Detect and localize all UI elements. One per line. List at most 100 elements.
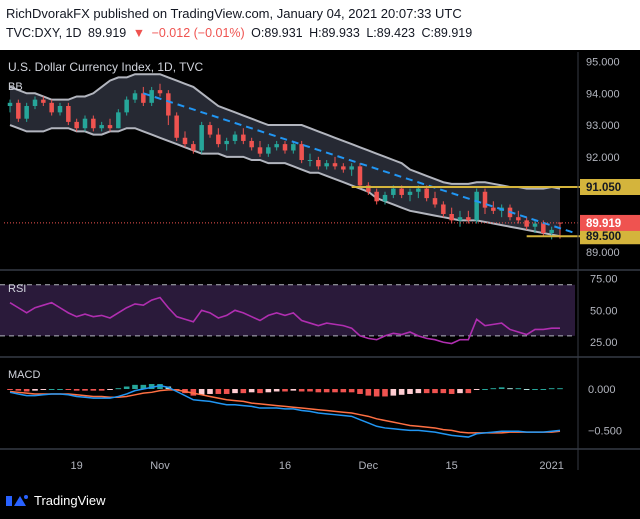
time-axis-label: 16 [279, 460, 291, 472]
candle-body[interactable] [57, 106, 63, 113]
candle-body[interactable] [274, 144, 279, 148]
candle-body[interactable] [441, 204, 446, 214]
candle-body[interactable] [282, 144, 288, 151]
candle-body[interactable] [357, 166, 363, 186]
close-value: C:89.919 [421, 26, 473, 40]
macd-histogram-bar [532, 389, 538, 390]
trendline[interactable] [143, 92, 576, 235]
candle-body[interactable] [291, 144, 296, 151]
macd-histogram-bar [40, 389, 47, 390]
macd-histogram-bar [140, 384, 147, 389]
tradingview-logo-icon [6, 495, 28, 506]
candle-body[interactable] [399, 188, 404, 195]
price-axis-label: 93.000 [586, 120, 620, 132]
candle-body[interactable] [7, 102, 13, 106]
candle-body[interactable] [374, 191, 379, 202]
candle-body[interactable] [299, 144, 304, 160]
rsi-line[interactable] [9, 296, 560, 345]
candle-body[interactable] [324, 163, 329, 167]
candle-body[interactable] [41, 99, 46, 103]
candle-body[interactable] [266, 147, 271, 154]
macd-histogram-bar [290, 389, 297, 391]
candle-body[interactable] [316, 160, 321, 167]
candle-body[interactable] [449, 214, 454, 221]
macd-histogram-bar [190, 389, 197, 396]
rsi-indicator-label[interactable]: RSI [8, 283, 26, 295]
candle-body[interactable] [391, 188, 396, 195]
candle-body[interactable] [132, 93, 138, 100]
macd-axis-label: 0.000 [588, 384, 616, 396]
macd-signal-line[interactable] [9, 389, 561, 434]
macd-line[interactable] [9, 384, 561, 438]
candle-body[interactable] [524, 220, 529, 227]
candle-body[interactable] [482, 191, 488, 208]
candle-body[interactable] [166, 93, 171, 116]
macd-histogram-bar [123, 386, 130, 389]
candle-body[interactable] [91, 118, 96, 129]
rsi-pane: 25.00 50.00 75.00 [0, 273, 618, 349]
macd-histogram-bar [57, 389, 63, 390]
candle-body[interactable] [224, 140, 229, 145]
candle-body[interactable] [491, 207, 496, 211]
candle-body[interactable] [16, 102, 21, 119]
candle-body[interactable] [182, 137, 188, 145]
candle-body[interactable] [174, 115, 179, 138]
candle-body[interactable] [99, 125, 104, 129]
candle-body[interactable] [74, 121, 79, 129]
candle-body[interactable] [516, 217, 521, 221]
candle-body[interactable] [366, 185, 371, 192]
macd-histogram-bar [415, 389, 422, 394]
bb-indicator-label[interactable]: BB [8, 81, 23, 93]
candle-body[interactable] [141, 93, 146, 103]
candle-body[interactable] [107, 125, 113, 129]
candle-body[interactable] [466, 217, 471, 221]
candle-body[interactable] [424, 188, 429, 199]
candle-body[interactable] [257, 147, 263, 154]
candle-body[interactable] [199, 125, 204, 151]
candle-body[interactable] [307, 160, 313, 161]
header-bar: RichDvorakFX published on TradingView.co… [0, 0, 640, 50]
candle-body[interactable] [341, 166, 346, 170]
candle-body[interactable] [66, 106, 71, 122]
candle-body[interactable] [191, 144, 196, 151]
candle-body[interactable] [349, 166, 354, 170]
candle-body[interactable] [149, 90, 154, 103]
candle-body[interactable] [407, 191, 413, 195]
macd-histogram-bar [515, 388, 522, 390]
macd-histogram-bar [357, 389, 363, 394]
candle-body[interactable] [24, 106, 29, 119]
candle-body[interactable] [232, 134, 238, 141]
candle-body[interactable] [382, 194, 388, 202]
macd-histogram-bar [407, 389, 413, 394]
candle-body[interactable] [332, 163, 338, 167]
bb-upper-line [9, 73, 561, 190]
candle-body[interactable] [124, 99, 129, 113]
macd-histogram-bar [107, 389, 113, 390]
candle-body[interactable] [49, 102, 54, 113]
macd-histogram-bar [115, 388, 122, 390]
candle-body[interactable] [541, 223, 546, 234]
candle-body[interactable] [241, 134, 246, 141]
candle-body[interactable] [207, 125, 213, 135]
time-axis-label: Nov [150, 460, 170, 472]
macd-indicator-label[interactable]: MACD [8, 369, 40, 381]
time-axis-label: 19 [71, 460, 83, 472]
candle-body[interactable] [82, 118, 88, 129]
symbol-name[interactable]: TVC:DXY, 1D [6, 26, 82, 40]
macd-histogram-bar [207, 389, 213, 394]
candle-body[interactable] [157, 90, 163, 94]
footer: TradingView [0, 482, 640, 519]
macd-histogram-bar [148, 384, 155, 389]
candle-body[interactable] [216, 134, 221, 145]
macd-histogram-bar [448, 389, 455, 394]
candle-body[interactable] [532, 223, 538, 227]
candle-body[interactable] [416, 188, 421, 192]
candle-body[interactable] [432, 198, 438, 205]
candle-body[interactable] [116, 112, 121, 129]
candle-body[interactable] [549, 229, 554, 234]
candle-body[interactable] [457, 217, 463, 221]
candle-body[interactable] [32, 99, 38, 106]
candle-body[interactable] [474, 191, 479, 221]
candle-body[interactable] [249, 140, 254, 148]
